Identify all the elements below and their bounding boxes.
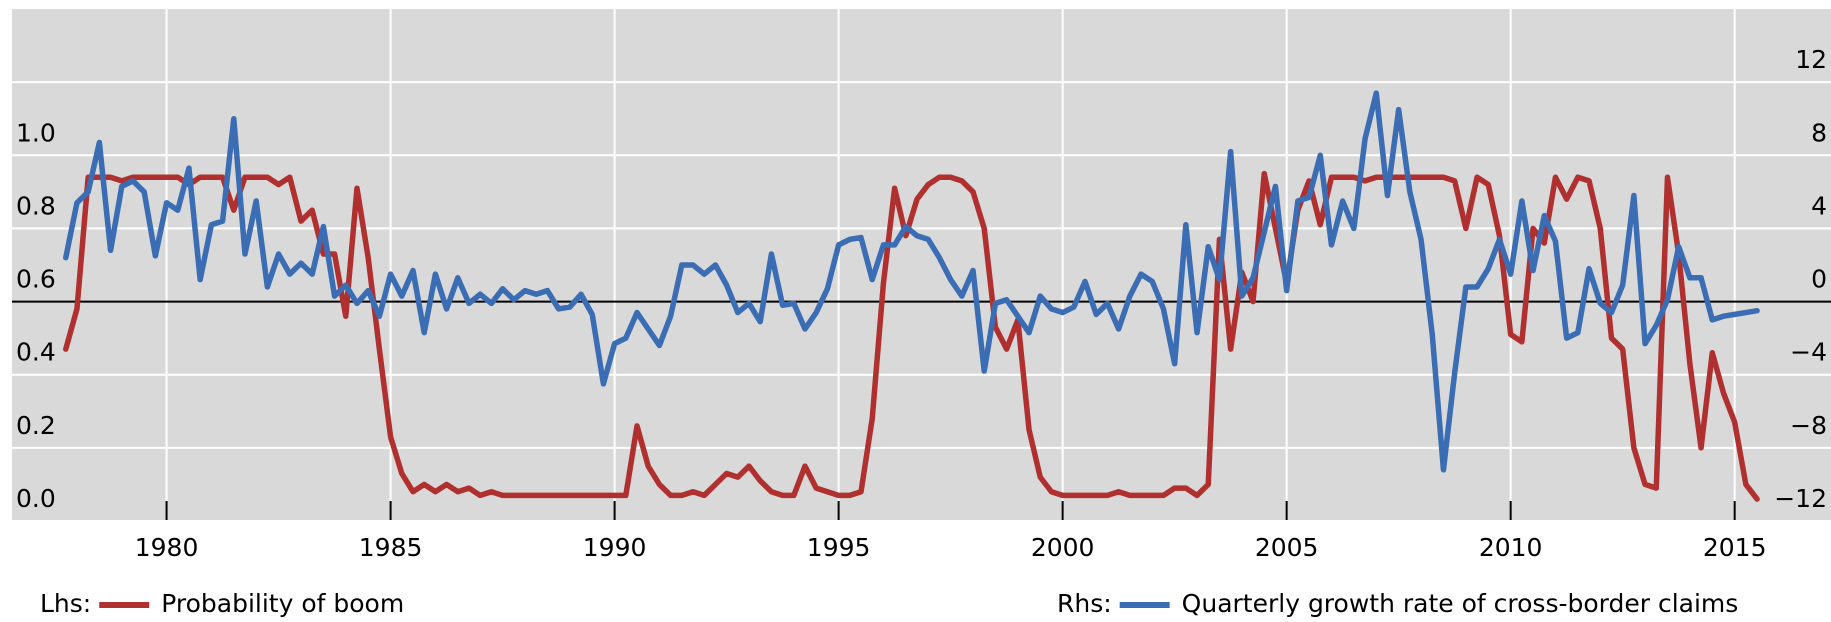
y2-tick-label: −12 xyxy=(1774,484,1827,513)
y2-tick-label: −4 xyxy=(1790,338,1827,367)
series-line xyxy=(63,90,1760,473)
x-tick-label: 1995 xyxy=(807,533,871,562)
legend-prefix: Lhs: xyxy=(40,589,91,618)
series-line xyxy=(63,170,1760,502)
x-tick-label: 2010 xyxy=(1479,533,1543,562)
x-tick-label: 2000 xyxy=(1031,533,1095,562)
x-tick-label: 1980 xyxy=(135,533,199,562)
x-tick-label: 2015 xyxy=(1703,533,1767,562)
legend-prefix: Rhs: xyxy=(1057,589,1112,618)
y-tick-label: 0.2 xyxy=(16,411,56,440)
x-tick-label: 1985 xyxy=(359,533,423,562)
legend-label: Probability of boom xyxy=(161,589,404,618)
y2-tick-label: 0 xyxy=(1811,265,1827,294)
y2-tick-label: 12 xyxy=(1795,45,1827,74)
y2-tick-label: 8 xyxy=(1811,118,1827,147)
y-tick-label: 0.0 xyxy=(16,484,56,513)
legend-label: Quarterly growth rate of cross-border cl… xyxy=(1182,589,1739,618)
y-tick-label: 1.0 xyxy=(16,118,56,147)
x-tick-label: 1990 xyxy=(583,533,647,562)
y-tick-label: 0.4 xyxy=(16,338,56,367)
y-tick-label: 0.8 xyxy=(16,191,56,220)
y-tick-label: 0.6 xyxy=(16,265,56,294)
x-tick-label: 2005 xyxy=(1255,533,1319,562)
y2-tick-label: 4 xyxy=(1811,191,1827,220)
y2-tick-label: −8 xyxy=(1790,411,1827,440)
